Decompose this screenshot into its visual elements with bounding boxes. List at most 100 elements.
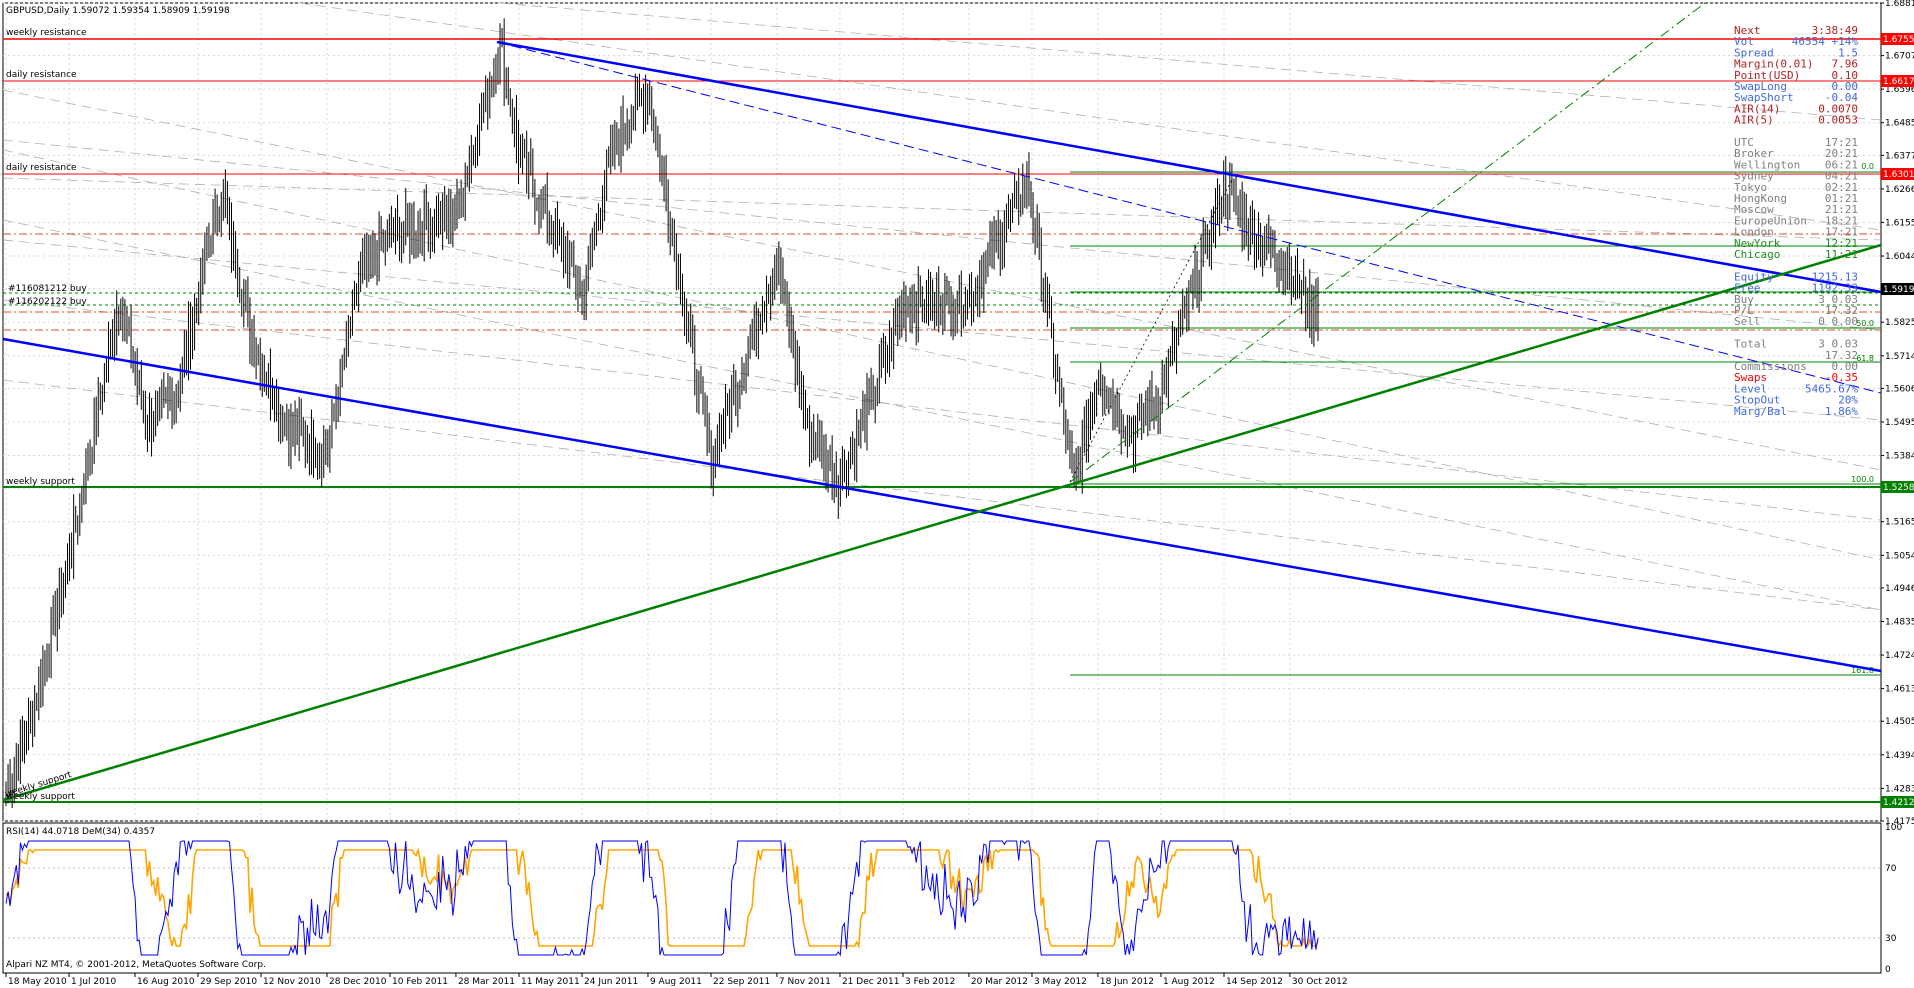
rsi-axis-70: 70: [1885, 864, 1897, 874]
rsi-axis-30: 30: [1885, 934, 1897, 944]
y-tick-label: 1.63770: [1885, 151, 1914, 161]
rsi-axis-100: 100: [1885, 823, 1902, 833]
fib-label-50: 50.0: [1856, 319, 1874, 328]
info-value: -0.04: [1825, 91, 1858, 104]
y-tick-label: 1.51650: [1885, 518, 1914, 528]
copyright-text: Alpari NZ MT4, © 2001-2012, MetaQuotes S…: [6, 960, 266, 970]
badge-bg-4: [1881, 283, 1914, 295]
indicator-frame: [2, 822, 1882, 974]
badge-daily-resistance-2: 1.63017: [1883, 170, 1914, 180]
y-tick-label: 1.46130: [1885, 685, 1914, 695]
label-daily-resistance-2: daily resistance: [6, 163, 77, 173]
x-tick-label: 1 Aug 2012: [1163, 977, 1215, 987]
info-value: 20%: [1838, 394, 1858, 407]
badge-weekly-support-2: 1.42125: [1883, 798, 1914, 808]
y-tick-label: 1.53840: [1885, 452, 1914, 462]
info-label: Commissions: [1734, 360, 1807, 373]
info-value: 20:21: [1825, 147, 1858, 160]
x-tick-label: 1 Jul 2010: [71, 977, 116, 987]
time-axis: 18 May 2010 1 Jul 2010 16 Aug 2010 29 Sep 2…: [5, 973, 1348, 987]
badge-bg-1: [1881, 33, 1914, 45]
info-value: 7.96: [1832, 58, 1859, 71]
info-label: Equity: [1734, 270, 1774, 283]
grey-channel-line: [2, 239, 1882, 421]
info-value: 0.0070: [1818, 102, 1858, 115]
x-tick-label: 29 Sep 2010: [200, 977, 257, 987]
label-order-buy-1: #116081212 buy: [8, 284, 87, 294]
info-value: 06:21: [1825, 158, 1858, 171]
x-tick-label: 12 Nov 2010: [263, 977, 321, 987]
label-weekly-support-2: weekly support: [6, 792, 75, 802]
info-label: AIR(5): [1734, 114, 1774, 127]
info-value: 17:21: [1825, 226, 1858, 239]
info-value: 02:21: [1825, 181, 1858, 194]
fib-label-0: 0.0: [1861, 162, 1874, 171]
info-label: Spread: [1734, 46, 1774, 59]
info-label: Level: [1734, 382, 1767, 395]
info-label: AIR(14): [1734, 102, 1780, 115]
info-value: 0.00: [1832, 80, 1859, 93]
info-value: 17.32: [1825, 349, 1858, 362]
chart-title: GBPUSD,Daily 1.59072 1.59354 1.58909 1.5…: [6, 6, 230, 16]
x-tick-label: 22 Sep 2011: [713, 977, 770, 987]
info-value: 1.5: [1838, 46, 1858, 59]
y-tick-label: 1.43940: [1885, 751, 1914, 761]
trend-lines: [2, 2, 1882, 802]
info-label: Chicago: [1734, 248, 1780, 261]
blue-channel-lower-line[interactable]: [2, 337, 1882, 673]
badge-weekly-support-1: 1.52587: [1883, 483, 1914, 493]
y-tick-label: 1.60440: [1885, 252, 1914, 262]
info-label: HongKong: [1734, 192, 1787, 205]
y-tick-label: 1.45050: [1885, 717, 1914, 727]
x-tick-label: 28 Mar 2011: [458, 977, 515, 987]
x-tick-label: 9 Aug 2011: [650, 977, 702, 987]
grey-channel-line: [2, 379, 1882, 611]
y-tick-label: 1.62660: [1885, 185, 1914, 195]
info-value: 04:21: [1825, 170, 1858, 183]
info-label: NewYork: [1734, 237, 1781, 250]
x-tick-label: 18 Jun 2012: [1100, 977, 1154, 987]
y-tick-label: 1.54950: [1885, 418, 1914, 428]
green-dashdot-line[interactable]: [1069, 2, 1706, 483]
grey-channel-line: [2, 177, 1882, 241]
info-label: Moscow: [1734, 203, 1774, 216]
x-tick-label: 7 Nov 2011: [779, 977, 831, 987]
info-label: SwapShort: [1734, 91, 1794, 104]
info-value: 3 0.03: [1818, 293, 1858, 306]
blue-channel-upper-line[interactable]: [496, 40, 1882, 294]
x-tick-label: 20 Mar 2012: [971, 977, 1028, 987]
info-value: 3:38:49: [1812, 24, 1858, 37]
info-value: -0.35: [1825, 371, 1858, 384]
info-label: Wellington: [1734, 158, 1800, 171]
y-tick-label: 1.64850: [1885, 119, 1914, 129]
info-label: StopOut: [1734, 394, 1780, 407]
y-tick-label: 1.56060: [1885, 384, 1914, 394]
y-tick-label: 1.57140: [1885, 352, 1914, 362]
info-label: Total: [1734, 338, 1767, 351]
info-label: Broker: [1734, 147, 1774, 160]
info-value: 1192.33: [1812, 282, 1858, 295]
info-label: Tokyo: [1734, 181, 1767, 194]
info-value: 5465.67%: [1805, 382, 1858, 395]
info-value: 0.00: [1832, 360, 1859, 373]
x-tick-label: 16 Aug 2010: [137, 977, 195, 987]
info-value: 01:21: [1825, 192, 1858, 205]
label-order-buy-2: #116202122 buy: [8, 297, 87, 307]
info-value: 1.86%: [1825, 405, 1858, 418]
y-tick-label: 1.49460: [1885, 584, 1914, 594]
rsi-line: [5, 840, 1319, 957]
green-support-trendline[interactable]: [2, 243, 1882, 802]
x-tick-label: 3 May 2012: [1034, 977, 1087, 987]
x-tick-label: 30 Oct 2012: [1292, 977, 1348, 987]
grey-channel-line: [299, 2, 1882, 231]
info-value: 1215.13: [1812, 270, 1858, 283]
blue-dashed-line[interactable]: [496, 41, 1882, 394]
level-lines: [3, 38, 1881, 803]
x-tick-label: 18 May 2010: [8, 977, 67, 987]
info-value: 0 0.00: [1818, 315, 1858, 328]
fib-label-618: 61.8: [1856, 354, 1874, 363]
rsi-dem-lines: [5, 840, 1319, 957]
info-label: Sydney: [1734, 170, 1774, 183]
y-tick-label: 1.42830: [1885, 784, 1914, 794]
